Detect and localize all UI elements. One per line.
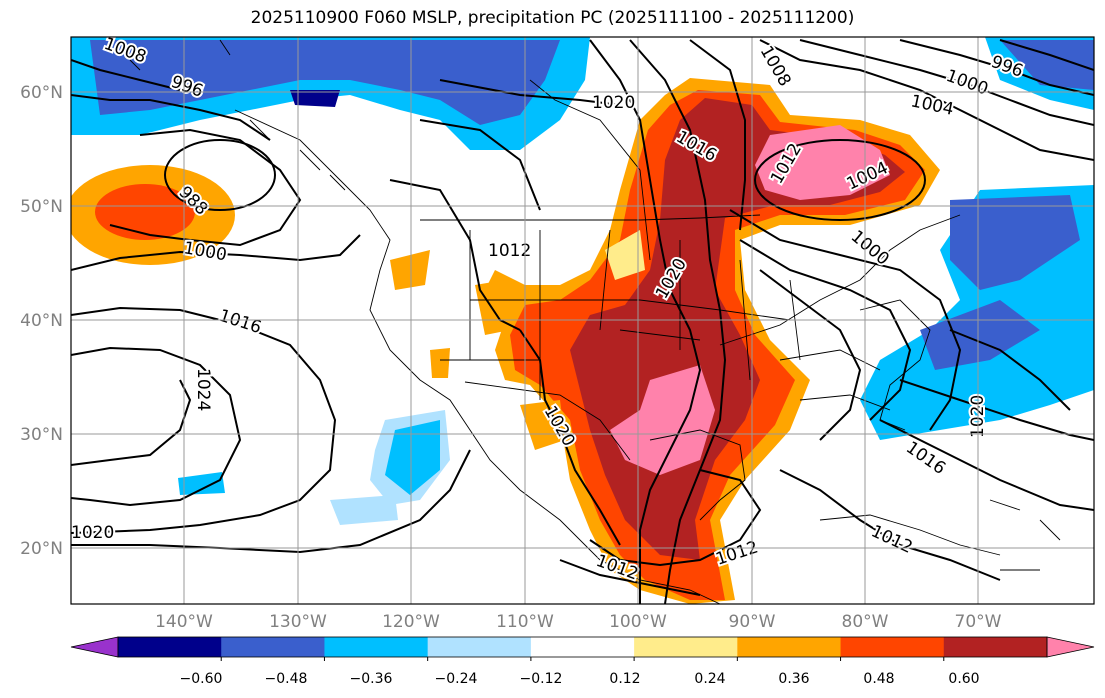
lon-label: 80°W: [842, 612, 889, 632]
isobar-label: 1024: [193, 368, 213, 411]
graticule: [71, 37, 1094, 604]
isobar-label: 1020: [592, 93, 635, 113]
colorbar-tick-label: 0.24: [694, 671, 725, 687]
colorbar-tick-label: −0.48: [265, 671, 308, 687]
lon-label: 110°W: [496, 612, 554, 632]
negative-precip-fill-northwest: [71, 37, 590, 150]
lon-label: 70°W: [955, 612, 1002, 632]
colorbar-tick-label: 0.36: [778, 671, 809, 687]
positive-precip-fill-central: [480, 78, 940, 604]
colorbar-extend-min: [70, 636, 119, 658]
lon-label: 130°W: [269, 612, 327, 632]
colorbar-swatch: [530, 637, 635, 657]
lat-label: 30°N: [20, 425, 63, 445]
colorbar-swatch: [221, 637, 325, 657]
colorbar-tick-label: 0.12: [609, 671, 640, 687]
latitude-labels: 60°N 50°N 40°N 30°N 20°N: [20, 83, 63, 559]
colorbar-swatch: [324, 637, 429, 657]
lat-label: 20°N: [20, 539, 63, 559]
colorbar-swatch: [840, 637, 945, 657]
lon-label: 120°W: [382, 612, 440, 632]
map-area: 996 1000 1004 1020 1016 1012 1004 1000 9…: [71, 37, 1094, 604]
longitude-labels: 140°W 130°W 120°W 110°W 100°W 90°W 80°W …: [155, 612, 1002, 632]
map-frame: [70, 36, 1095, 605]
coastlines-borders: [129, 39, 1061, 604]
colorbar-swatch: [118, 637, 222, 657]
colorbar-tick-label: 0.60: [948, 671, 979, 687]
colorbar-tick-label: −0.24: [435, 671, 478, 687]
isobar-label: 1020: [71, 523, 114, 543]
lon-label: 90°W: [729, 612, 776, 632]
colorbar-tick-label: −0.12: [520, 671, 563, 687]
lat-label: 50°N: [20, 197, 63, 217]
isobars: [71, 39, 1094, 604]
lat-label: 40°N: [20, 311, 63, 331]
colorbar-extend-max: [1046, 636, 1095, 658]
lat-label: 60°N: [20, 83, 63, 103]
colorbar-swatch: [427, 637, 532, 657]
colorbar-swatch: [737, 637, 842, 657]
map-title: 2025110900 F060 MSLP, precipitation PC (…: [250, 8, 855, 28]
positive-precip-fill-west: [390, 230, 645, 450]
colorbar: [70, 636, 1095, 661]
colorbar-tick-label: −0.36: [350, 671, 393, 687]
lon-label: 100°W: [609, 612, 667, 632]
colorbar-swatch: [943, 637, 1048, 657]
colorbar-tick-label: 0.48: [863, 671, 894, 687]
colorbar-frame: [117, 636, 1048, 658]
colorbar-swatch: [634, 637, 738, 657]
colorbar-tick-labels: −0.60 −0.48 −0.36 −0.24 −0.12 0.12 0.24 …: [180, 671, 980, 687]
colorbar-tick-label: −0.60: [180, 671, 223, 687]
lon-label: 140°W: [155, 612, 213, 632]
